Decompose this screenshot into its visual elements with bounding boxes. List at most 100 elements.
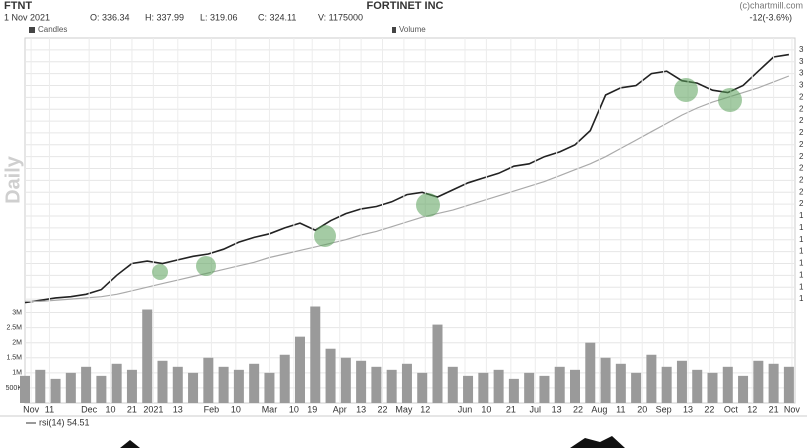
volume-bar bbox=[279, 354, 290, 403]
y-tick-label: 1 bbox=[799, 235, 804, 244]
y-tick-label: 3 bbox=[799, 69, 804, 78]
trend-line bbox=[25, 75, 790, 302]
volume-bar bbox=[50, 378, 61, 403]
highlights bbox=[152, 78, 742, 280]
company-name: FORTINET INC bbox=[367, 0, 444, 12]
volume-bar bbox=[142, 309, 153, 403]
indicator-label: rsi(14) 54.51 bbox=[39, 417, 90, 427]
volume-bar bbox=[65, 372, 76, 403]
x-tick-label: 21 bbox=[127, 404, 137, 414]
x-tick-label: 13 bbox=[552, 404, 562, 414]
source: (c)chartmill.com bbox=[739, 0, 803, 10]
volume-bar bbox=[157, 360, 168, 403]
volume-bar bbox=[508, 378, 519, 403]
volume-bar bbox=[768, 363, 779, 403]
rsi-blobs bbox=[120, 436, 625, 448]
y-tick-label: 2 bbox=[799, 104, 804, 113]
y-tick-label: 2M bbox=[12, 340, 22, 347]
y-tick-label: 2 bbox=[799, 140, 804, 149]
volume-bar bbox=[188, 372, 199, 403]
highlight-circle bbox=[314, 225, 336, 247]
volume-bar bbox=[417, 372, 428, 403]
y-tick-label: 2 bbox=[799, 128, 804, 137]
y-tick-label: 2 bbox=[799, 199, 804, 208]
y-tick-label: 3 bbox=[799, 81, 804, 90]
x-tick-label: 2021 bbox=[143, 404, 163, 414]
y-tick-label: 2 bbox=[799, 116, 804, 125]
x-tick-label: Feb bbox=[204, 404, 220, 414]
volume-bar bbox=[356, 360, 367, 403]
x-tick-label: Mar bbox=[262, 404, 278, 414]
y-tick-label: 2 bbox=[799, 164, 804, 173]
y-tick-label: 1 bbox=[799, 259, 804, 268]
volume-bar bbox=[401, 363, 412, 403]
y-tick-label: 1 bbox=[799, 270, 804, 279]
x-tick-label: Aug bbox=[591, 404, 607, 414]
volume-info: V: 1175000 bbox=[318, 12, 363, 22]
volume-bar bbox=[325, 348, 336, 403]
volume-bar bbox=[218, 366, 229, 403]
y-tick-label: 1 bbox=[799, 294, 804, 303]
volume-bar bbox=[539, 375, 550, 403]
x-tick-label: 10 bbox=[106, 404, 116, 414]
legend-label: Volume bbox=[399, 25, 426, 34]
volume-bar bbox=[738, 375, 749, 403]
x-tick-label: Sep bbox=[656, 404, 672, 414]
open: O: 336.34 bbox=[90, 12, 130, 22]
y-tick-label: 2 bbox=[799, 176, 804, 185]
change: -12(-3.6%) bbox=[749, 12, 792, 22]
x-tick-label: 21 bbox=[769, 404, 779, 414]
x-tick-label: 11 bbox=[616, 404, 625, 414]
volume-bar bbox=[203, 357, 214, 403]
x-tick-label: Nov bbox=[784, 404, 801, 414]
x-tick-label: May bbox=[395, 404, 413, 414]
volume-bar bbox=[249, 363, 260, 403]
volume-bar bbox=[783, 366, 794, 403]
volume-bar bbox=[753, 360, 764, 403]
x-tick-label: 13 bbox=[173, 404, 183, 414]
volume-bar bbox=[692, 369, 703, 403]
volume-bar bbox=[96, 375, 107, 403]
close: C: 324.11 bbox=[258, 12, 296, 22]
volume-bar bbox=[295, 336, 305, 403]
y-tick-label: 1 bbox=[799, 223, 804, 232]
x-tick-label: 22 bbox=[377, 404, 387, 414]
y-tick-label: 1 bbox=[799, 247, 804, 256]
volume-bar bbox=[111, 363, 122, 403]
volume-bar bbox=[340, 357, 351, 403]
y-tick-label: 1M bbox=[12, 370, 22, 377]
x-tick-label: Apr bbox=[333, 404, 347, 414]
volume-bar bbox=[463, 375, 474, 403]
x-tick-label: Dec bbox=[81, 404, 98, 414]
volume-bar bbox=[585, 342, 596, 403]
symbol: FTNT bbox=[4, 0, 32, 12]
highlight-circle bbox=[196, 256, 216, 276]
low: L: 319.06 bbox=[200, 12, 238, 22]
volume-bar bbox=[707, 372, 718, 403]
x-tick-label: Jun bbox=[458, 404, 473, 414]
volume-bar bbox=[371, 366, 382, 403]
x-tick-label: 10 bbox=[231, 404, 241, 414]
volume-bar bbox=[722, 366, 733, 403]
volume-bar bbox=[524, 372, 535, 403]
volume-bar bbox=[600, 357, 611, 403]
y-tick-label: 1 bbox=[799, 282, 804, 291]
volume-bar bbox=[631, 372, 642, 403]
highlight-circle bbox=[152, 264, 168, 280]
volume-bar bbox=[676, 360, 687, 403]
volume-bar bbox=[81, 366, 92, 403]
volume-bar bbox=[554, 366, 565, 403]
x-tick-label: 22 bbox=[573, 404, 583, 414]
highlight-circle bbox=[674, 78, 698, 102]
volume-bar bbox=[172, 366, 183, 403]
volume-bar bbox=[386, 369, 397, 403]
y-tick-label: 3M bbox=[12, 309, 22, 316]
x-tick-label: 19 bbox=[307, 404, 317, 414]
volume-bar bbox=[35, 369, 46, 403]
volume-bar bbox=[264, 372, 275, 403]
volume-bar bbox=[493, 369, 504, 403]
volume-bar bbox=[570, 369, 580, 403]
legend-icon bbox=[29, 27, 35, 33]
